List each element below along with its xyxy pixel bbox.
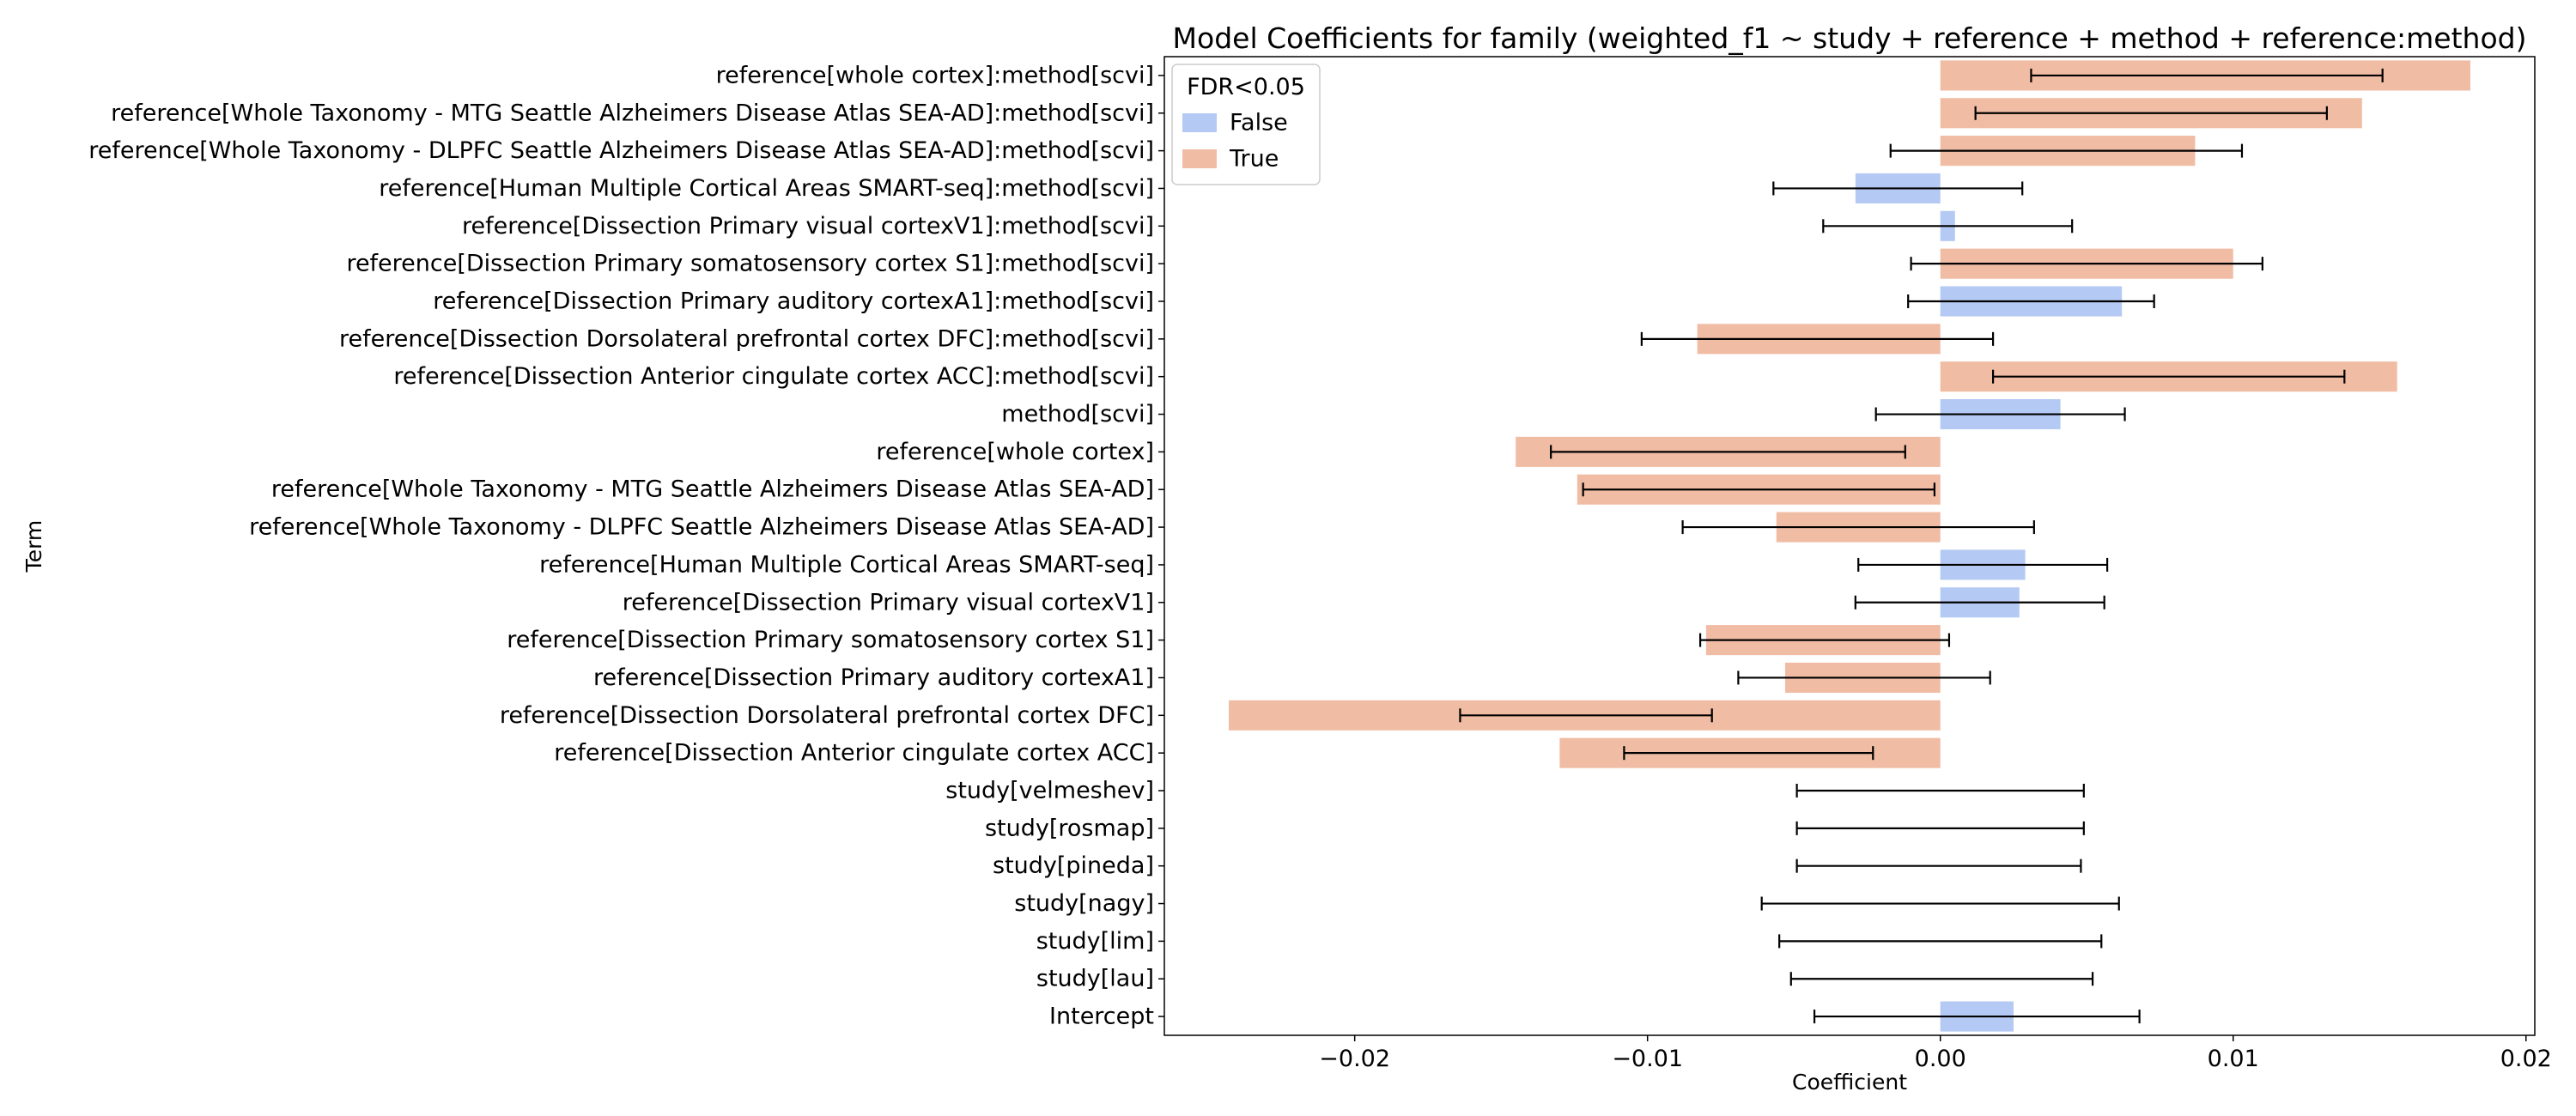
error-bar bbox=[1550, 445, 1906, 459]
y-tick-label: study[rosmap] bbox=[985, 815, 1154, 841]
error-bar bbox=[1795, 821, 2085, 835]
y-tick-label: reference[Dissection Primary visual cort… bbox=[623, 589, 1154, 616]
y-tick-label: study[lim] bbox=[1036, 928, 1154, 955]
y-tick-label: study[velmeshev] bbox=[945, 778, 1154, 804]
error-bar bbox=[1795, 858, 2082, 873]
error-bar bbox=[1813, 1010, 2141, 1024]
legend-entries: False True bbox=[1182, 110, 1288, 173]
y-tick-label: Intercept bbox=[1049, 1004, 1154, 1030]
error-bar bbox=[1822, 219, 2074, 234]
y-tick-label: reference[Dissection Dorsolateral prefro… bbox=[339, 325, 1154, 352]
y-tick-label: reference[Whole Taxonomy - DLPFC Seattle… bbox=[88, 137, 1154, 164]
x-tick-label: 0.02 bbox=[2500, 1046, 2552, 1072]
x-tick-label: 0.01 bbox=[2208, 1046, 2259, 1072]
chart-title: Model Coefficients for family (weighted_… bbox=[1173, 21, 2527, 55]
legend-label: False bbox=[1230, 110, 1288, 136]
legend-label: True bbox=[1229, 146, 1279, 173]
error-bar bbox=[1623, 746, 1874, 761]
y-tick-label: reference[Whole Taxonomy - DLPFC Seattle… bbox=[249, 514, 1154, 541]
error-bar bbox=[1772, 181, 2024, 196]
legend-title: FDR<0.05 bbox=[1187, 74, 1305, 100]
error-bar bbox=[1854, 595, 2105, 610]
y-tick-label: reference[Human Multiple Cortical Areas … bbox=[379, 175, 1154, 202]
y-tick-label: reference[Dissection Dorsolateral prefro… bbox=[500, 702, 1154, 729]
y-tick-label: study[nagy] bbox=[1014, 890, 1154, 917]
x-axis-title: Coefficient bbox=[1792, 1070, 1907, 1095]
error-bar bbox=[1760, 896, 2120, 911]
y-tick-label: reference[Dissection Primary somatosenso… bbox=[346, 251, 1154, 277]
y-tick-label: reference[whole cortex] bbox=[876, 439, 1154, 465]
error-bar bbox=[1974, 106, 2328, 120]
legend: FDR<0.05 False True bbox=[1171, 64, 1321, 185]
x-axis: −0.02 −0.01 0.00 0.01 0.02 bbox=[1319, 1035, 2552, 1072]
error-bar bbox=[1737, 670, 1991, 685]
y-tick-label: reference[Dissection Anterior cingulate … bbox=[393, 363, 1154, 390]
y-tick-label: reference[Whole Taxonomy - MTG Seattle A… bbox=[271, 476, 1154, 503]
x-tick-label: 0.00 bbox=[1915, 1046, 1966, 1072]
error-bar bbox=[1910, 257, 2263, 271]
y-tick-label: study[pineda] bbox=[993, 852, 1154, 879]
y-tick-label: study[lau] bbox=[1036, 966, 1154, 992]
plot-frame bbox=[1163, 56, 2536, 1036]
y-axis: reference[whole cortex]:method[scvi] refe… bbox=[88, 62, 1164, 1030]
legend-swatch bbox=[1182, 113, 1217, 132]
y-tick-label: reference[Dissection Primary visual cort… bbox=[462, 213, 1154, 240]
x-tick-label: −0.01 bbox=[1612, 1046, 1683, 1072]
y-tick-label: reference[Dissection Primary auditory co… bbox=[593, 664, 1154, 691]
error-bar bbox=[1857, 557, 2109, 572]
error-bar bbox=[1874, 407, 2126, 422]
error-bar bbox=[1640, 331, 1995, 346]
error-bars-layer bbox=[1459, 68, 2384, 1024]
error-bar bbox=[1992, 369, 2346, 384]
y-tick-label: reference[Dissection Primary auditory co… bbox=[433, 288, 1154, 315]
y-tick-label: method[scvi] bbox=[1001, 401, 1154, 428]
error-bar bbox=[1778, 934, 2103, 949]
error-bar bbox=[2030, 68, 2384, 82]
y-tick-label: reference[whole cortex]:method[scvi] bbox=[716, 62, 1154, 88]
error-bar bbox=[1889, 143, 2244, 158]
y-tick-label: reference[Dissection Primary somatosenso… bbox=[507, 627, 1154, 653]
error-bar bbox=[1907, 294, 2155, 308]
bars-layer bbox=[1229, 60, 2470, 1032]
y-tick-label: reference[Dissection Anterior cingulate … bbox=[554, 740, 1154, 767]
y-axis-title: Term bbox=[21, 520, 46, 573]
y-tick-label: reference[Whole Taxonomy - MTG Seattle A… bbox=[111, 100, 1154, 126]
y-tick-label: reference[Human Multiple Cortical Areas … bbox=[539, 551, 1154, 578]
error-bar bbox=[1582, 482, 1935, 497]
legend-swatch bbox=[1182, 149, 1217, 168]
error-bar bbox=[1459, 708, 1713, 723]
error-bar bbox=[1795, 784, 2085, 798]
error-bar bbox=[1698, 633, 1951, 647]
error-bar bbox=[1681, 520, 2035, 535]
x-tick-label: −0.02 bbox=[1319, 1046, 1390, 1072]
error-bar bbox=[1789, 972, 2094, 986]
